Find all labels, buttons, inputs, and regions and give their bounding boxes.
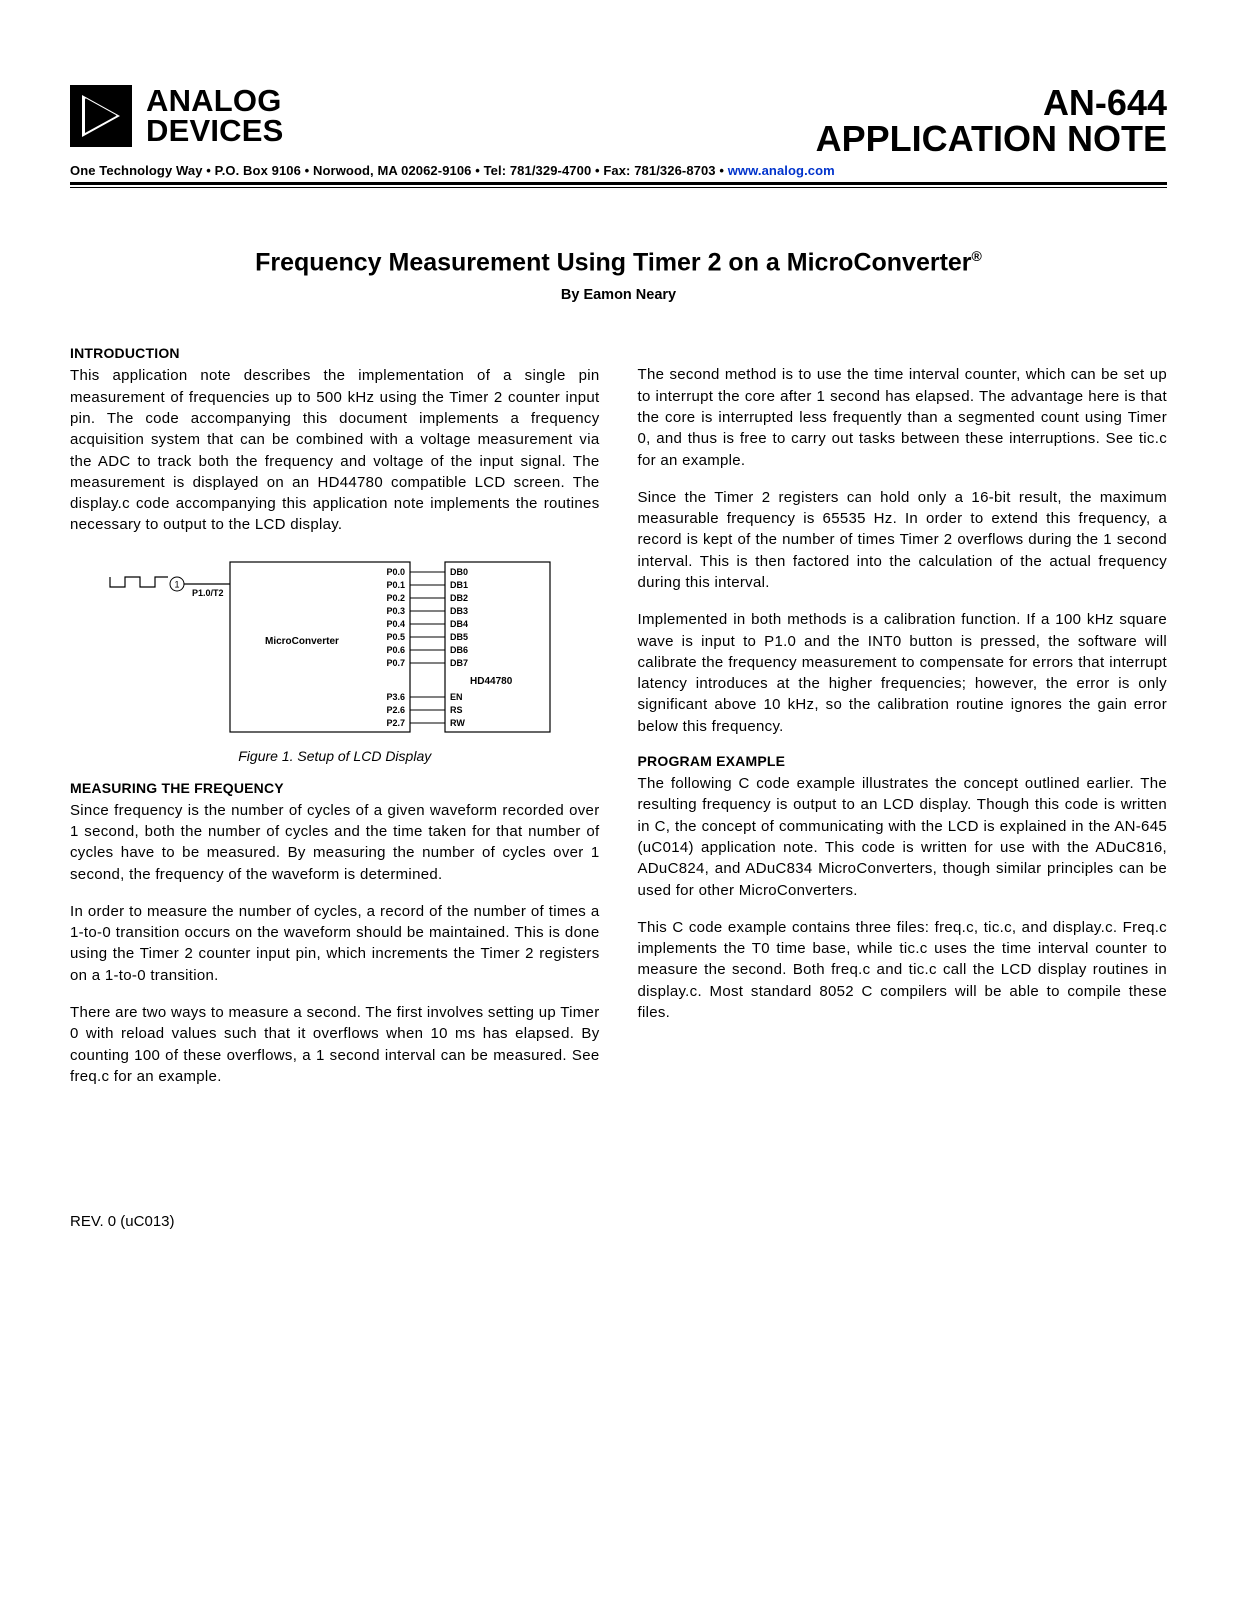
logo-icon xyxy=(70,85,132,147)
measuring-p1: Since frequency is the number of cycles … xyxy=(70,800,600,885)
revision: REV. 0 (uC013) xyxy=(70,1213,1167,1230)
section-introduction: INTRODUCTION xyxy=(70,345,600,361)
program-p1: The following C code example illustrates… xyxy=(638,773,1168,901)
svg-text:DB0: DB0 xyxy=(450,567,468,577)
intro-paragraph: This application note describes the impl… xyxy=(70,365,600,535)
divider xyxy=(70,182,1167,188)
right-p1: The second method is to use the time int… xyxy=(638,364,1168,470)
svg-text:P2.6: P2.6 xyxy=(386,705,405,715)
svg-text:DB3: DB3 xyxy=(450,606,468,616)
diagram-lcd-setup: 1 P1.0/T2 MicroConverter HD44780 P0.0 DB0… xyxy=(100,552,600,742)
program-p2: This C code example contains three files… xyxy=(638,917,1168,1023)
logo-line2: DEVICES xyxy=(146,116,284,146)
right-p2: Since the Timer 2 registers can hold onl… xyxy=(638,487,1168,593)
svg-text:P0.2: P0.2 xyxy=(386,593,405,603)
svg-text:EN: EN xyxy=(450,692,463,702)
logo-block: ANALOG DEVICES xyxy=(70,85,284,147)
svg-text:DB6: DB6 xyxy=(450,645,468,655)
left-column: INTRODUCTION This application note descr… xyxy=(70,345,600,1103)
svg-text:RW: RW xyxy=(450,718,465,728)
svg-text:DB1: DB1 xyxy=(450,580,468,590)
measuring-p2: In order to measure the number of cycles… xyxy=(70,901,600,986)
measuring-p3: There are two ways to measure a second. … xyxy=(70,1002,600,1087)
byline: By Eamon Neary xyxy=(70,287,1167,303)
diagram-lcd-label: HD44780 xyxy=(470,676,513,687)
svg-text:P2.7: P2.7 xyxy=(386,718,405,728)
diagram-input-pin: P1.0/T2 xyxy=(192,588,224,598)
diagram-data-pins: P0.0 DB0 P0.1 DB1 P0.2 DB2 P0.3 DB3 P0.4 DB4 P0.5 D… xyxy=(386,567,468,668)
right-p3: Implemented in both methods is a calibra… xyxy=(638,609,1168,737)
svg-text:RS: RS xyxy=(450,705,463,715)
section-program: PROGRAM EXAMPLE xyxy=(638,753,1168,769)
contact-text: One Technology Way • P.O. Box 9106 • Nor… xyxy=(70,163,728,178)
svg-text:P0.5: P0.5 xyxy=(386,632,405,642)
figure-caption: Figure 1. Setup of LCD Display xyxy=(70,748,600,764)
svg-text:DB2: DB2 xyxy=(450,593,468,603)
logo-line1: ANALOG xyxy=(146,86,284,116)
svg-text:P0.0: P0.0 xyxy=(386,567,405,577)
svg-text:P0.7: P0.7 xyxy=(386,658,405,668)
svg-text:P3.6: P3.6 xyxy=(386,692,405,702)
svg-text:DB4: DB4 xyxy=(450,619,468,629)
header: ANALOG DEVICES AN-644 APPLICATION NOTE xyxy=(70,85,1167,157)
logo-text: ANALOG DEVICES xyxy=(146,86,284,146)
doc-type: APPLICATION NOTE xyxy=(816,121,1167,157)
diagram-ctrl-pins: P3.6 EN P2.6 RS P2.7 RW xyxy=(386,692,465,728)
page-title: Frequency Measurement Using Timer 2 on a… xyxy=(70,248,1167,277)
contact-line: One Technology Way • P.O. Box 9106 • Nor… xyxy=(70,163,1167,178)
diagram-circle-num: 1 xyxy=(174,579,179,589)
body-columns: INTRODUCTION This application note descr… xyxy=(70,345,1167,1103)
svg-text:P0.6: P0.6 xyxy=(386,645,405,655)
svg-text:DB5: DB5 xyxy=(450,632,468,642)
doc-code: AN-644 xyxy=(816,85,1167,121)
svg-text:P0.1: P0.1 xyxy=(386,580,405,590)
diagram-mc-label: MicroConverter xyxy=(265,636,339,647)
contact-url[interactable]: www.analog.com xyxy=(728,163,835,178)
right-column: The second method is to use the time int… xyxy=(638,345,1168,1103)
svg-text:P0.4: P0.4 xyxy=(386,619,405,629)
section-measuring: MEASURING THE FREQUENCY xyxy=(70,780,600,796)
title-text: Frequency Measurement Using Timer 2 on a… xyxy=(255,248,971,276)
svg-text:P0.3: P0.3 xyxy=(386,606,405,616)
svg-text:DB7: DB7 xyxy=(450,658,468,668)
registered-icon: ® xyxy=(972,248,982,264)
figure-1: 1 P1.0/T2 MicroConverter HD44780 P0.0 DB0… xyxy=(70,552,600,764)
doc-id: AN-644 APPLICATION NOTE xyxy=(816,85,1167,157)
